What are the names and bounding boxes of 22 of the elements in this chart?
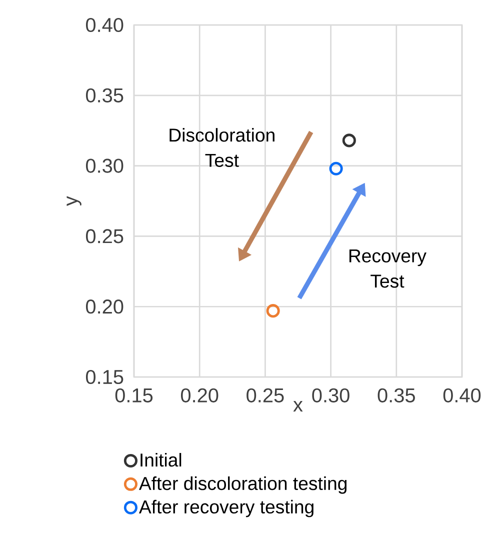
y-tick-label: 0.15	[86, 370, 124, 384]
y-tick-label: 0.25	[86, 229, 124, 244]
x-axis-title: x	[293, 400, 303, 412]
y-tick-label: 0.40	[86, 18, 124, 32]
y-axis-title: y	[66, 196, 82, 206]
y-tick-label: 0.20	[86, 300, 124, 314]
x-tick-label: 0.35	[378, 388, 415, 402]
x-tick-label: 0.40	[443, 388, 481, 402]
y-tick-label: 0.35	[86, 88, 124, 102]
y-tick-label: 0.30	[86, 158, 124, 173]
x-tick-label: 0.15	[115, 388, 153, 402]
annotation: Discoloration Test	[170, 128, 274, 167]
x-tick-label: 0.25	[246, 388, 284, 402]
point	[266, 304, 280, 318]
x-tick-label: 0.30	[312, 388, 350, 402]
legend-label: Initial	[140, 452, 182, 467]
legend-label: After discoloration testing	[138, 476, 347, 494]
point	[329, 162, 343, 176]
annotation: Recovery Test	[349, 249, 426, 288]
point	[342, 134, 356, 148]
x-tick-label: 0.20	[180, 388, 218, 402]
legend-label: After recovery testing	[138, 500, 314, 518]
